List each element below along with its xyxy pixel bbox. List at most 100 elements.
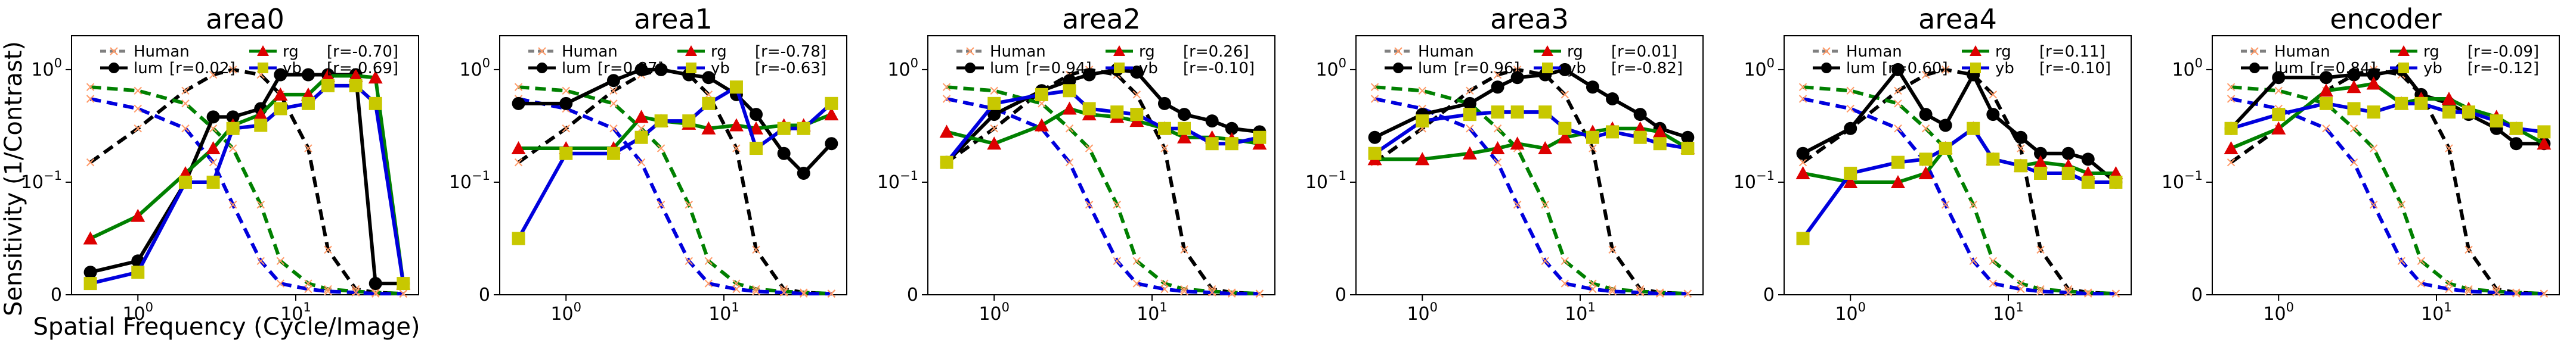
yb-point (1205, 137, 1219, 151)
y-tick-exp: −1 (2184, 169, 2203, 183)
y-tick-base: 10 (1744, 60, 1766, 80)
rg-point (824, 107, 839, 121)
human-point (351, 288, 360, 297)
human-point (1132, 257, 1141, 265)
human-point (209, 158, 218, 167)
human-point (1370, 83, 1379, 91)
rg-point (2441, 91, 2456, 105)
legend-lum-label: lum (2274, 60, 2303, 77)
human-point (1989, 91, 1998, 99)
human-point (2445, 279, 2453, 288)
legend-yb-marker (1970, 63, 1981, 73)
human-point (1180, 287, 1188, 296)
y-tick-base: 10 (31, 60, 54, 80)
human-point (1989, 257, 1998, 265)
human-point (1113, 201, 1121, 209)
x-tick-exp: 1 (731, 300, 739, 314)
yb-point (606, 146, 620, 160)
human-point (1160, 279, 1169, 288)
x-tick-exp: 0 (574, 300, 581, 314)
x-tick-base: 10 (2421, 304, 2444, 325)
human-yb-line (518, 97, 832, 296)
axes-frame (1355, 35, 1704, 295)
rg-point (1034, 118, 1049, 132)
y-tick-label: 10−1 (1305, 169, 1346, 193)
human-point (1969, 257, 1977, 265)
yb-point (2347, 102, 2361, 116)
lum-point (2014, 130, 2027, 144)
y-tick-base: 10 (887, 60, 910, 80)
human-point (732, 279, 741, 288)
human-point (609, 86, 618, 95)
lum-point (83, 266, 97, 279)
human-point (86, 158, 95, 167)
rg-point (2537, 136, 2552, 150)
lum-point (1606, 92, 1620, 105)
x-tick-base: 10 (122, 304, 145, 325)
legend-rg-r: [r=-0.70] (327, 43, 398, 61)
yb-point (1538, 105, 1552, 119)
human-point (2492, 288, 2501, 297)
y-tick-base: 10 (449, 172, 472, 193)
lum-point (274, 68, 287, 82)
human-yb-line (2230, 97, 2544, 296)
rg-point (939, 124, 954, 138)
human-point (399, 289, 408, 298)
yb-point (682, 114, 696, 128)
lum-point (987, 108, 1001, 121)
human-point (2417, 257, 2426, 265)
y-tick-exp: −1 (1756, 169, 1775, 183)
rg-point (1843, 174, 1858, 188)
yb-point (131, 266, 145, 279)
x-tick-exp: 1 (1587, 300, 1595, 314)
x-tick-label: 101 (280, 300, 311, 325)
yb-point (1919, 152, 1933, 166)
human-point (1493, 70, 1502, 79)
lum-point (1939, 119, 1952, 132)
yb-point (2537, 125, 2551, 139)
human-point (181, 124, 190, 133)
y-tick-exp: 0 (482, 56, 490, 70)
rg-point (348, 68, 363, 82)
human-point (2227, 83, 2236, 91)
yb-point (2442, 105, 2456, 119)
rg-point (2366, 76, 2381, 90)
human-point (1561, 279, 1569, 288)
rg-point (1795, 166, 1810, 179)
yb-point (1844, 166, 1857, 180)
legend-lum-marker (1821, 63, 1832, 73)
yb-point (1035, 88, 1048, 101)
yb-point (226, 121, 240, 135)
x-tick-label: 101 (1993, 300, 2024, 325)
legend-yb-r: [r=-0.63] (755, 60, 826, 77)
lum-point (1157, 96, 1171, 110)
y-tick-label: 0 (1335, 285, 1346, 305)
axes-frame (2212, 35, 2560, 295)
lum-point (1891, 63, 1905, 76)
yb-point (1510, 105, 1524, 119)
human-yb-line (89, 97, 404, 296)
human-point (2369, 144, 2378, 152)
human-point (181, 99, 190, 108)
human-point (1798, 83, 1807, 91)
legend-yb-r: [r=-0.69] (327, 60, 398, 77)
human-point (1894, 86, 1902, 95)
yb-point (254, 119, 268, 132)
x-tick-exp: 0 (1430, 300, 1438, 314)
yb-point (1368, 146, 1382, 160)
human-point (657, 144, 665, 152)
rg-point (987, 136, 1002, 150)
human-point (942, 83, 951, 91)
human-point (134, 124, 142, 133)
legend-human-label: Human (990, 43, 1046, 61)
x-tick-exp: 0 (1002, 300, 1010, 314)
lum-line (89, 73, 404, 286)
human-point (2017, 144, 2025, 152)
panel-title: area2 (1062, 3, 1141, 35)
human-point (942, 95, 951, 103)
rg-point (749, 121, 764, 135)
human-point (1493, 158, 1502, 167)
legend-human-label: Human (562, 43, 618, 61)
y-axis-label: Sensitivity (1/Contrast) (0, 41, 27, 316)
